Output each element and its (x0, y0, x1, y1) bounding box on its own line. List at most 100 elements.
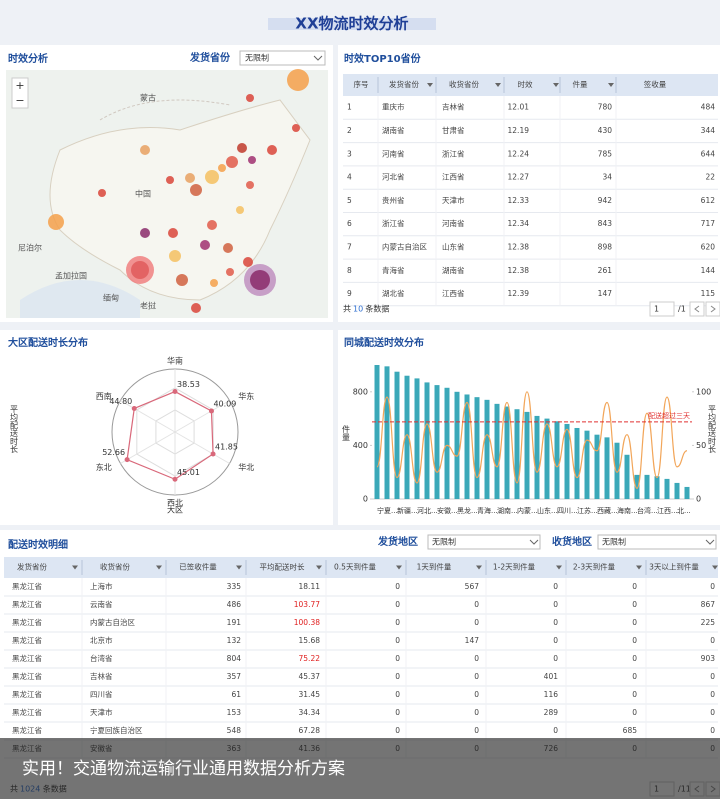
table-cell: 0 (632, 672, 637, 681)
table-cell: 12.24 (508, 149, 530, 158)
table-cell: 0 (632, 618, 637, 627)
table-cell: 116 (544, 690, 559, 699)
table-cell: 75.22 (299, 654, 321, 663)
table-cell: 2 (347, 126, 352, 135)
bar (544, 418, 550, 499)
table-cell: 贵州省 (382, 195, 405, 205)
table-cell: 4 (347, 173, 352, 182)
zoom-in[interactable]: + (15, 79, 24, 92)
table-cell: 401 (544, 672, 559, 681)
bar (674, 482, 680, 499)
table-cell: 103.77 (294, 600, 320, 609)
table-cell: 0 (632, 582, 637, 591)
table-cell: 天津市 (442, 195, 465, 205)
map-bubble (223, 243, 233, 253)
radar-category: 华南 (167, 356, 183, 366)
radar-category: 东北 (96, 462, 112, 472)
map-bubble (207, 220, 217, 230)
footer-text: 条数据 (365, 304, 389, 314)
table-cell: 河北省 (382, 172, 405, 182)
x-tick-label: 江苏... (577, 506, 598, 515)
data-label: 44.80 (109, 397, 132, 406)
page-input[interactable] (649, 301, 675, 317)
table-cell: 台湾省 (90, 653, 113, 663)
data-label: 45.01 (177, 468, 200, 477)
table-cell: 644 (701, 149, 716, 158)
map-bubble (131, 261, 149, 279)
zoom-control[interactable] (11, 77, 29, 109)
radar-axis (174, 431, 230, 464)
select[interactable] (239, 50, 326, 66)
sort-icon (712, 565, 718, 570)
table-cell: 34.34 (299, 708, 321, 717)
select[interactable] (597, 534, 717, 550)
x-tick-label: 四川... (557, 507, 578, 515)
map-bubble (243, 257, 253, 267)
table-cell: 22 (705, 173, 715, 182)
table-cell: 吉林省 (90, 671, 113, 681)
bar (534, 415, 540, 499)
table-cell: 12.19 (508, 126, 530, 135)
sort-icon (396, 565, 402, 570)
x-tick-label: 安徽... (437, 506, 458, 515)
table-cell: 132 (227, 636, 242, 645)
radar-category: 华东 (238, 391, 254, 401)
page-button[interactable] (689, 301, 705, 317)
select[interactable] (427, 534, 541, 550)
map-label: 缅甸 (103, 293, 119, 303)
column-header: 签收量 (644, 79, 667, 89)
bar (434, 385, 440, 499)
column-header: 2-3天到件量 (573, 562, 616, 572)
table-cell: 0 (474, 708, 479, 717)
table-cell: 天津市 (90, 707, 113, 717)
column-header: 时效 (518, 79, 533, 89)
bar (634, 474, 640, 499)
table-cell: 335 (227, 582, 242, 591)
bar (664, 478, 670, 499)
radar-category: 西北 (167, 499, 183, 508)
y-tick-label: 0 (363, 495, 368, 504)
table-cell: 0 (553, 636, 558, 645)
table-cell: 12.01 (508, 103, 530, 112)
table-cell: 内蒙古自治区 (90, 617, 135, 627)
table-cell: 0 (710, 636, 715, 645)
bar (604, 437, 610, 499)
table-cell: 903 (701, 654, 716, 663)
page-arrow (694, 305, 700, 313)
sort-icon (553, 83, 559, 87)
table-cell: 黑龙江省 (12, 599, 42, 609)
zoom-out[interactable]: − (15, 94, 24, 107)
table-cell: 黑龙江省 (12, 671, 42, 681)
table-cell: 867 (701, 600, 716, 609)
bar (584, 430, 590, 499)
table-header (4, 557, 718, 578)
table-cell: 147 (598, 289, 613, 298)
table-cell: 黑龙江省 (12, 635, 42, 645)
column-header: 发货省份 (17, 562, 47, 572)
bar (624, 454, 630, 499)
map-bubble (250, 270, 270, 290)
page-button[interactable] (705, 301, 720, 317)
map-bubble (246, 181, 254, 189)
table-cell: 0 (395, 690, 400, 699)
table-cell: 12.39 (508, 289, 530, 298)
bar (474, 397, 480, 499)
table-cell: 湖南省 (382, 125, 405, 135)
table-cell: 0 (632, 708, 637, 717)
table-cell: 144 (701, 266, 716, 275)
table-cell: 宁夏回族自治区 (90, 725, 143, 735)
table-cell: 江西省 (442, 172, 465, 182)
select-value: 无限制 (602, 537, 626, 547)
x-tick-label: 宁夏... (377, 506, 398, 515)
table-cell: 261 (598, 266, 613, 275)
table-cell: 0 (553, 726, 558, 735)
table-cell: 黑龙江省 (12, 725, 42, 735)
table-cell: 黑龙江省 (12, 689, 42, 699)
y2-tick-label: 50 (696, 441, 706, 450)
map-bubble (190, 184, 202, 196)
bar (394, 371, 400, 499)
footer-text: 共 (343, 305, 351, 314)
banner-text: 实用！交通物流运输行业通用数据分析方案 (22, 759, 345, 779)
title-band (268, 18, 436, 30)
y2-tick-label: 100 (696, 387, 711, 396)
